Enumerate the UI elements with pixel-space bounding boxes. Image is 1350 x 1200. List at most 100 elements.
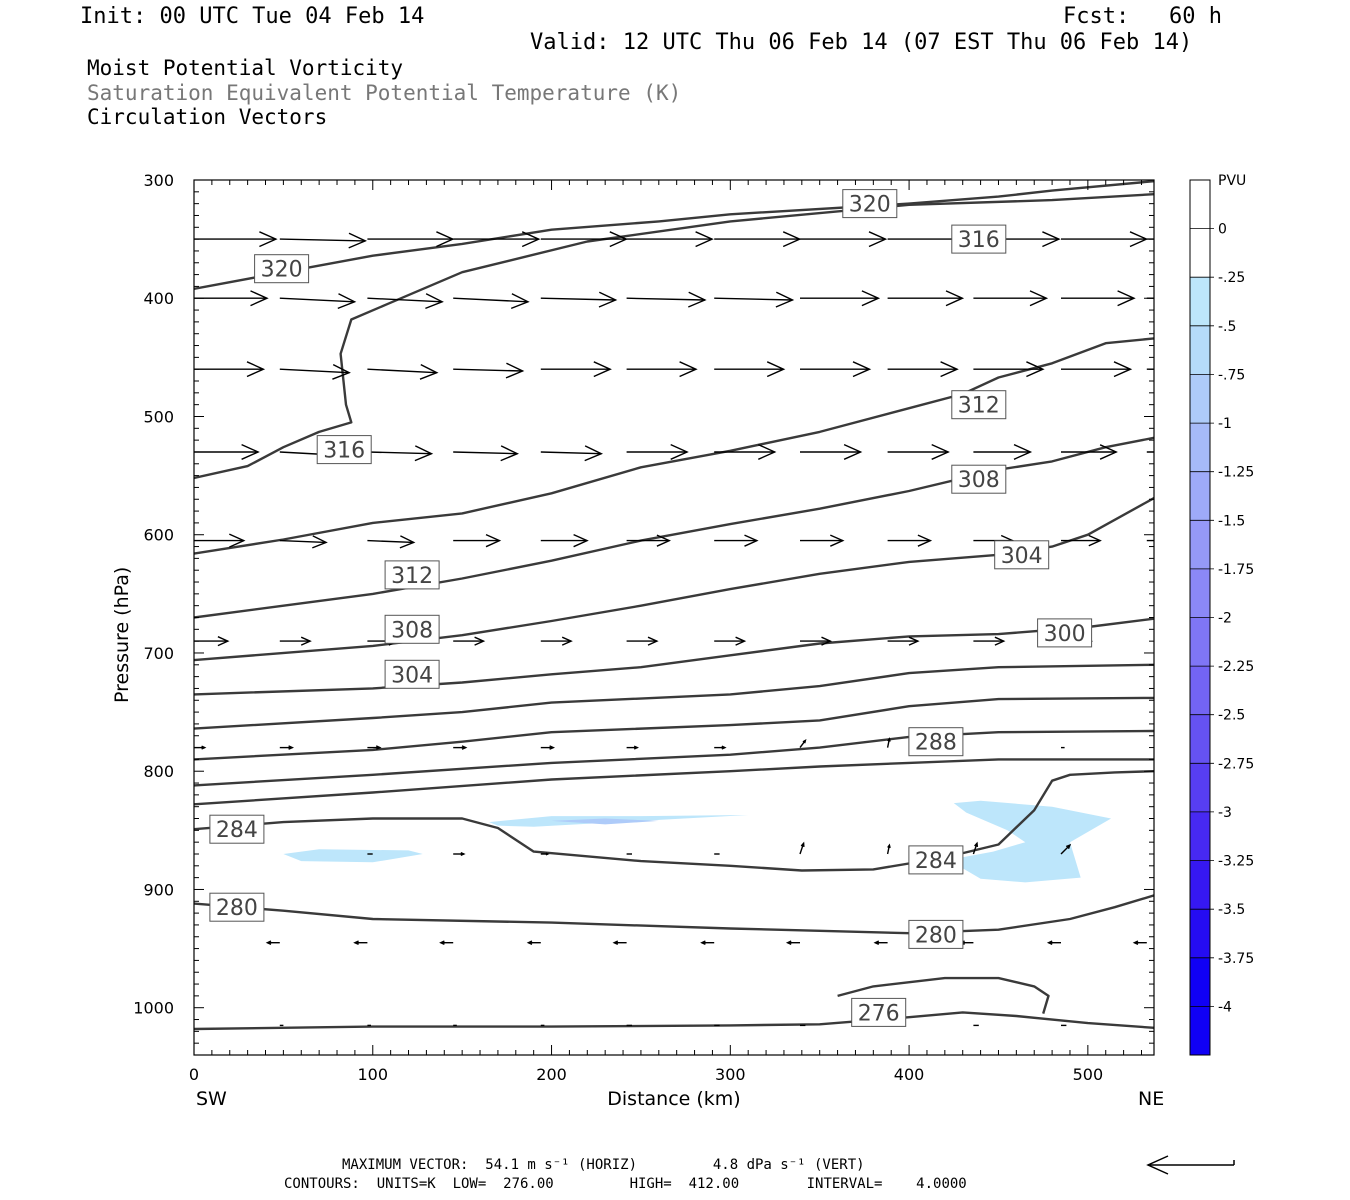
- forecast-hour-label: Fcst: 60 h: [1063, 4, 1222, 29]
- circulation-vector: [1061, 444, 1118, 460]
- circulation-vector: [873, 940, 888, 945]
- theta-contour-288-4: [194, 758, 1154, 806]
- colorbar: 0 -.25 -.5 -.75 -1 -1.25 -1.5 -1.75 -2 -2.25 -2.5 -…: [1189, 179, 1254, 1056]
- x-axis-label: Distance (km): [607, 1088, 740, 1110]
- circulation-vector: [1061, 534, 1102, 547]
- colorbar-label: -1.5: [1218, 513, 1245, 529]
- theta-contour-276-0: [194, 1011, 1154, 1031]
- circulation-vector: [800, 231, 888, 248]
- colorbar-label: -2.25: [1218, 659, 1254, 675]
- circulation-vector: [973, 636, 1006, 646]
- svg-text:316: 316: [958, 228, 1000, 253]
- circulation-vector: [265, 940, 280, 945]
- contour-label-284: 284: [908, 845, 964, 875]
- circulation-vector: [714, 745, 727, 750]
- circulation-vector: [279, 636, 312, 646]
- circulation-vector: [453, 293, 530, 310]
- circulation-vector: [453, 362, 525, 379]
- contour-label-layer: 320 316 320 312 316 308 304 312 308 300 304 288 284 2…: [209, 189, 1093, 1027]
- contour-label-304: 304: [994, 540, 1050, 570]
- circulation-vector: [714, 231, 802, 248]
- theta-contour-280-2: [194, 894, 1154, 935]
- circulation-vector: [800, 361, 872, 378]
- circulation-vector: [453, 445, 520, 462]
- circulation-vector: [279, 745, 295, 750]
- circulation-vector: [540, 231, 629, 248]
- circulation-vector: [194, 361, 266, 378]
- plot-frame: [193, 179, 1155, 1056]
- svg-text:280: 280: [915, 923, 957, 948]
- circulation-vector: [453, 636, 486, 646]
- circulation-vector: [194, 290, 269, 307]
- colorbar-swatch: [1190, 228, 1210, 278]
- circulation-vector: [194, 231, 278, 248]
- init-time-label: Init: 00 UTC Tue 04 Feb 14: [80, 4, 425, 29]
- valid-time-label: Valid: 12 UTC Thu 06 Feb 14 (07 EST Thu …: [530, 30, 1193, 55]
- contour-label-312: 312: [951, 390, 1007, 420]
- y-tick-label: 900: [143, 880, 174, 899]
- svg-text:320: 320: [261, 258, 303, 283]
- colorbar-label: -.75: [1218, 367, 1245, 383]
- colorbar-swatch: [1190, 374, 1210, 424]
- theta-contour-288-5: [194, 729, 1154, 787]
- circulation-vector: [887, 636, 920, 646]
- circulation-vector: [279, 363, 351, 380]
- colorbar-label: -3: [1218, 805, 1232, 821]
- y-tick-label: 500: [143, 407, 174, 426]
- pv-shading-layer: [283, 800, 1112, 883]
- circulation-vector: [626, 231, 714, 248]
- colorbar-label: -3.5: [1218, 902, 1245, 918]
- circulation-vector: [540, 291, 618, 308]
- circulation-vector: [973, 290, 1049, 307]
- svg-text:320: 320: [849, 193, 891, 218]
- circulation-vector: [1046, 940, 1061, 945]
- svg-text:304: 304: [1001, 544, 1043, 569]
- reference-vector-arrow: [1146, 1155, 1235, 1175]
- colorbar-label: -3.75: [1218, 951, 1254, 967]
- colorbar-label: -1.75: [1218, 562, 1254, 578]
- contour-label-308: 308: [384, 614, 440, 644]
- circulation-vector: [612, 940, 627, 945]
- circulation-vector: [785, 940, 800, 945]
- theta-contour-292-6: [194, 696, 1154, 761]
- theta-contour-320-13: [194, 180, 1154, 290]
- circulation-vector: [1146, 539, 1154, 542]
- contour-label-276: 276: [851, 997, 907, 1027]
- circulation-vector: [367, 231, 455, 248]
- contour-label-312: 312: [384, 560, 440, 590]
- svg-text:308: 308: [958, 468, 1000, 493]
- circulation-vector: [453, 533, 502, 548]
- theta-contour-276-1: [837, 976, 1050, 1014]
- max-vector-info: MAXIMUM VECTOR: 54.1 m s⁻¹ (HORIZ) 4.8 d…: [342, 1157, 865, 1173]
- circulation-vector: [714, 361, 786, 378]
- title-theta-es: Saturation Equivalent Potential Temperat…: [87, 81, 682, 105]
- colorbar-swatch: [1190, 617, 1210, 667]
- circulation-vector: [799, 738, 807, 749]
- y-ticks: [194, 179, 1154, 1056]
- contour-label-320: 320: [254, 254, 310, 284]
- x-tick-label: 0: [189, 1065, 199, 1084]
- svg-text:284: 284: [216, 818, 258, 843]
- colorbar-label: -1: [1218, 416, 1232, 432]
- circulation-vector: [367, 745, 382, 750]
- colorbar-swatch: [1190, 471, 1210, 521]
- circulation-vector: [279, 232, 368, 249]
- x-right-endpoint-label: NE: [1138, 1088, 1164, 1110]
- y-tick-label: 800: [143, 762, 174, 781]
- colorbar-swatch: [1190, 568, 1210, 618]
- circulation-vector: [887, 443, 950, 460]
- circulation-vector: [972, 841, 979, 855]
- y-tick-label: 600: [143, 526, 174, 545]
- circulation-vector: [526, 940, 541, 945]
- title-moist-pv: Moist Potential Vorticity: [87, 56, 404, 80]
- svg-text:288: 288: [915, 731, 957, 756]
- colorbar-swatch: [1190, 277, 1210, 327]
- circulation-vector: [714, 291, 795, 308]
- theta-contour-296-7: [194, 663, 1154, 730]
- x-left-endpoint-label: SW: [196, 1088, 227, 1110]
- vector-layer: [194, 231, 1154, 1027]
- svg-text:312: 312: [958, 394, 1000, 419]
- y-tick-label: 1000: [133, 999, 174, 1018]
- colorbar-swatch: [1190, 763, 1210, 813]
